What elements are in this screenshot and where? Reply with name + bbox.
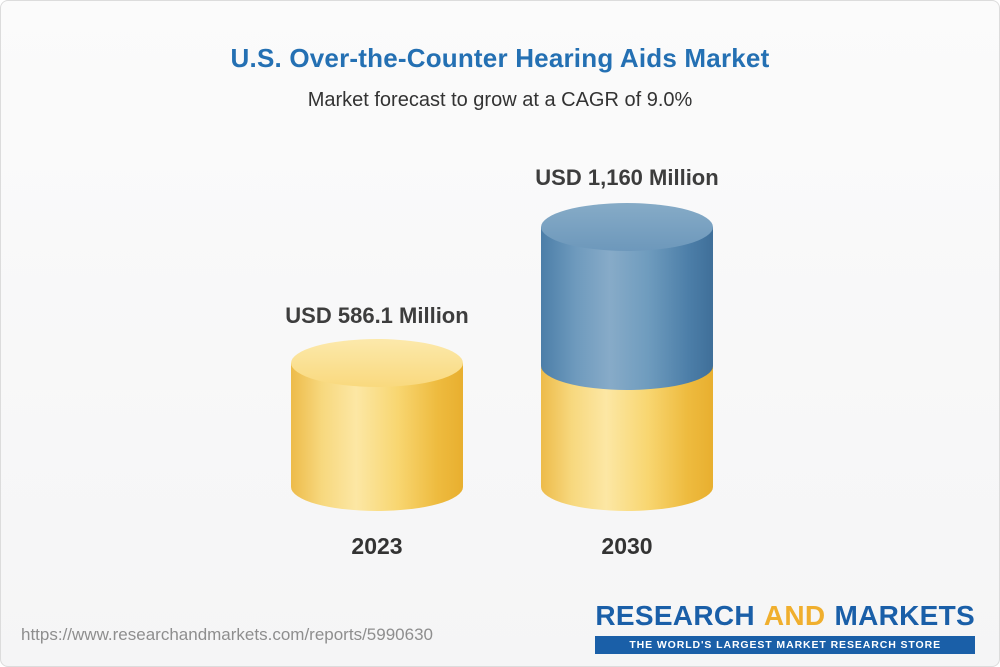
bar-2030-top-face [541, 203, 713, 251]
logo-word-research: RESEARCH [595, 600, 755, 631]
chart-title: U.S. Over-the-Counter Hearing Aids Marke… [230, 43, 770, 73]
bar-2030-blue-body [541, 227, 713, 390]
brand-logo: RESEARCH AND MARKETS THE WORLD'S LARGEST… [595, 600, 975, 654]
bar-2023-body [291, 363, 463, 511]
logo-word-and: AND [763, 600, 826, 631]
bar-2023-cylinder [291, 339, 463, 511]
brand-tagline: THE WORLD'S LARGEST MARKET RESEARCH STOR… [595, 635, 975, 654]
bar-2030-blue-segment [541, 203, 713, 390]
value-label-2023: USD 586.1 Million [285, 303, 469, 328]
x-label-2023: 2023 [351, 533, 403, 559]
x-label-2030: 2030 [601, 533, 653, 559]
bar-2030-gold-segment [541, 366, 713, 511]
logo-word-markets: MARKETS [834, 600, 975, 631]
brand-logo-wordmark: RESEARCH AND MARKETS [595, 600, 975, 632]
report-url-link[interactable]: https://www.researchandmarkets.com/repor… [21, 625, 433, 644]
value-label-2030: USD 1,160 Million [535, 165, 719, 190]
chart-subtitle: Market forecast to grow at a CAGR of 9.0… [307, 89, 693, 111]
bar-2023-top-face [291, 339, 463, 387]
